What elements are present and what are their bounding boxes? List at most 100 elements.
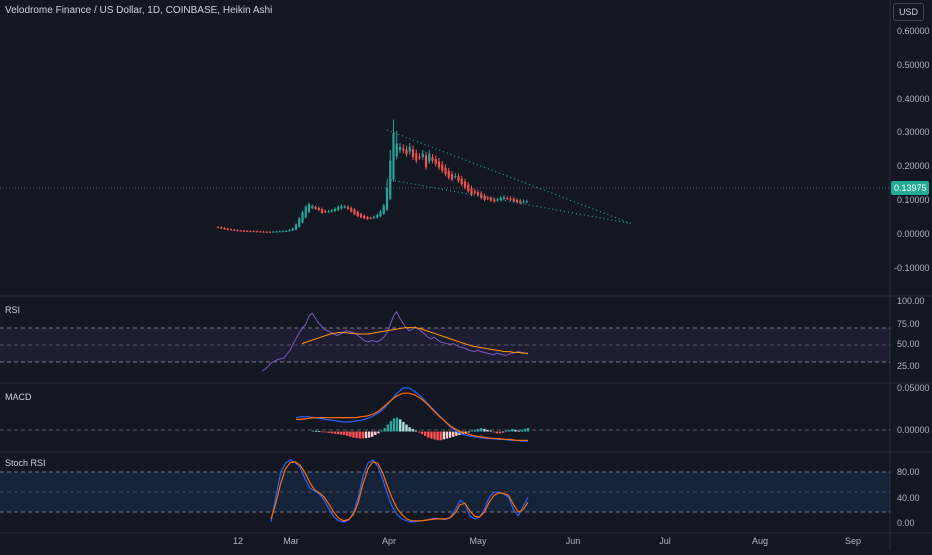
candle-down	[255, 231, 259, 233]
macd-histogram-bar	[374, 431, 377, 436]
macd-histogram-bar	[445, 431, 449, 439]
candle-down	[252, 231, 255, 233]
currency-button[interactable]: USD	[893, 3, 924, 21]
candle-up	[372, 216, 376, 219]
macd-signal-line	[296, 392, 528, 441]
candle-up	[376, 214, 379, 218]
macd-histogram-bar	[470, 430, 474, 432]
macd-histogram-bar	[483, 428, 486, 432]
rsi-tick-label: 75.00	[897, 319, 920, 329]
macd-histogram-bar	[405, 424, 408, 432]
macd-histogram-bar	[358, 431, 361, 439]
candle-down	[242, 230, 246, 232]
macd-histogram-bar	[452, 431, 455, 437]
candle-down	[314, 207, 317, 209]
macd-histogram-bar	[455, 431, 458, 436]
macd-histogram-bar	[517, 430, 520, 432]
last-price-label-bg	[891, 181, 929, 195]
macd-histogram-bar	[511, 428, 514, 432]
macd-histogram-bar	[514, 429, 517, 432]
macd-histogram-bar	[380, 430, 383, 432]
macd-histogram-bar	[383, 428, 386, 432]
rsi-ma-line	[301, 327, 528, 354]
candle-down	[220, 227, 223, 229]
candle-up	[327, 211, 330, 213]
rsi-pane-label: RSI	[5, 305, 20, 315]
macd-histogram-bar	[371, 431, 374, 437]
rsi-tick-label: 50.00	[897, 339, 920, 349]
stoch-tick-label: 80.00	[897, 467, 920, 477]
candle-down	[246, 230, 249, 232]
macd-histogram-bar	[321, 431, 324, 433]
macd-histogram-bar	[420, 431, 424, 435]
candle-down	[317, 207, 320, 211]
candle-down	[320, 209, 324, 213]
candle-down	[350, 207, 353, 212]
stoch-tick-label: 0.00	[897, 518, 915, 528]
candle-down	[402, 148, 405, 151]
candle-down	[424, 155, 428, 168]
candle-up	[304, 206, 307, 218]
stoch-k-line	[270, 459, 529, 523]
candle-down	[346, 207, 350, 209]
macd-histogram-bar	[498, 431, 502, 434]
candle-up	[301, 212, 304, 223]
candle-down	[480, 193, 483, 198]
price-tick-label: 0.20000	[897, 161, 930, 171]
macd-series	[295, 387, 530, 442]
time-axis[interactable]: 12 Mar Apr May Jun Jul Aug Sep	[233, 536, 861, 546]
candle-up	[298, 218, 301, 227]
candle-up	[285, 230, 288, 232]
macd-histogram-bar	[327, 431, 330, 433]
macd-histogram-bar	[355, 431, 358, 439]
candle-down	[411, 149, 415, 158]
time-tick-label: Sep	[845, 536, 861, 546]
time-tick-label: 12	[233, 536, 243, 546]
price-tick-label: -0.10000	[894, 263, 930, 273]
candle-down	[268, 231, 272, 233]
price-axis[interactable]: 0.60000 0.50000 0.40000 0.30000 0.20000 …	[894, 26, 930, 273]
macd-histogram-bar	[467, 431, 470, 433]
rsi-series	[261, 310, 529, 372]
macd-histogram-bar	[411, 428, 414, 432]
time-tick-label: Jun	[566, 536, 581, 546]
candle-down	[434, 159, 437, 164]
macd-histogram-bar	[392, 418, 396, 432]
macd-histogram-bar	[439, 431, 442, 441]
macd-histogram-bar	[333, 431, 337, 434]
macd-histogram-bar	[408, 427, 411, 432]
candle-down	[509, 198, 512, 200]
candle-up	[408, 147, 411, 152]
macd-histogram-bar	[486, 429, 489, 432]
candle-up	[307, 204, 311, 213]
macd-histogram-bar	[520, 429, 523, 432]
macd-histogram-bar	[314, 430, 318, 432]
candle-down	[418, 156, 421, 158]
candle-up	[337, 207, 340, 210]
candle-up	[278, 231, 281, 233]
candle-up	[398, 147, 402, 151]
candle-down	[512, 199, 515, 202]
chart-title: Velodrome Finance / US Dollar, 1D, COINB…	[5, 5, 272, 16]
time-tick-label: Apr	[382, 536, 396, 546]
candle-down	[489, 198, 493, 201]
candle-up	[333, 208, 337, 212]
macd-histogram-bar	[361, 431, 365, 439]
macd-histogram-bar	[427, 431, 430, 438]
candle-down	[493, 199, 496, 202]
candle-down	[437, 161, 441, 168]
candle-down	[486, 197, 489, 199]
candle-down	[476, 192, 480, 196]
candle-down	[447, 170, 450, 178]
candle-up	[382, 205, 385, 214]
macd-tick-label: 0.05000	[897, 383, 930, 393]
candle-down	[324, 210, 327, 213]
candle-down	[226, 228, 229, 230]
candle-down	[236, 230, 239, 232]
candle-down	[450, 174, 454, 180]
macd-histogram-bar	[430, 431, 433, 439]
candle-down	[229, 229, 233, 231]
